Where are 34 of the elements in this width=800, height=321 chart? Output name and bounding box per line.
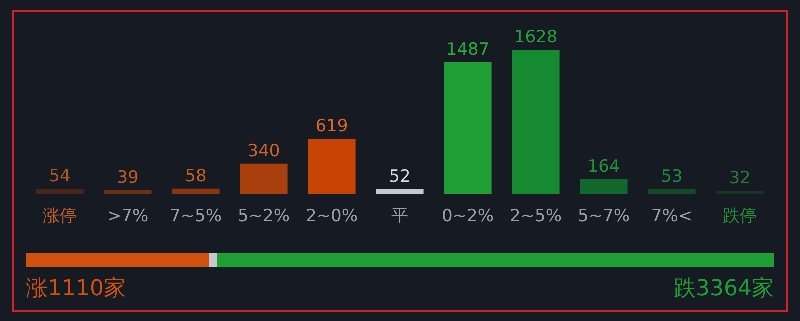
data-label: 164 — [588, 156, 620, 177]
x-tick-label: 涨停 — [43, 206, 77, 226]
x-tick-label: 2~0% — [306, 206, 358, 226]
bar — [648, 189, 696, 194]
x-tick-label: 跌停 — [723, 206, 757, 226]
data-label: 54 — [49, 166, 71, 187]
bar — [512, 50, 560, 194]
data-label: 32 — [729, 168, 751, 189]
data-label: 52 — [389, 166, 411, 187]
bar — [104, 190, 152, 194]
bar — [580, 179, 628, 194]
x-tick-label: 5~7% — [578, 206, 630, 226]
bar — [308, 139, 356, 194]
x-tick-label: 0~2% — [442, 206, 494, 226]
x-tick-label: 7~5% — [170, 206, 222, 226]
bar — [172, 188, 220, 194]
x-tick-label: 平 — [392, 206, 408, 226]
data-label: 340 — [248, 141, 280, 162]
x-tick-label: 7%< — [651, 206, 693, 226]
x-tick-label: 5~2% — [238, 206, 290, 226]
x-tick-label: 2~5% — [510, 206, 562, 226]
bar — [240, 164, 288, 194]
text: 涨1110家 — [26, 276, 126, 302]
data-label: 619 — [316, 116, 348, 137]
bar — [444, 62, 492, 194]
data-label: 53 — [661, 166, 683, 187]
data-label: 58 — [185, 166, 207, 186]
bar — [376, 189, 424, 194]
text: 跌3364家 — [674, 276, 774, 302]
data-label: 1487 — [446, 40, 490, 60]
data-label: 39 — [117, 168, 139, 188]
bar — [36, 189, 84, 194]
data-label: 1628 — [514, 28, 558, 48]
x-tick-label: >7% — [107, 206, 149, 226]
